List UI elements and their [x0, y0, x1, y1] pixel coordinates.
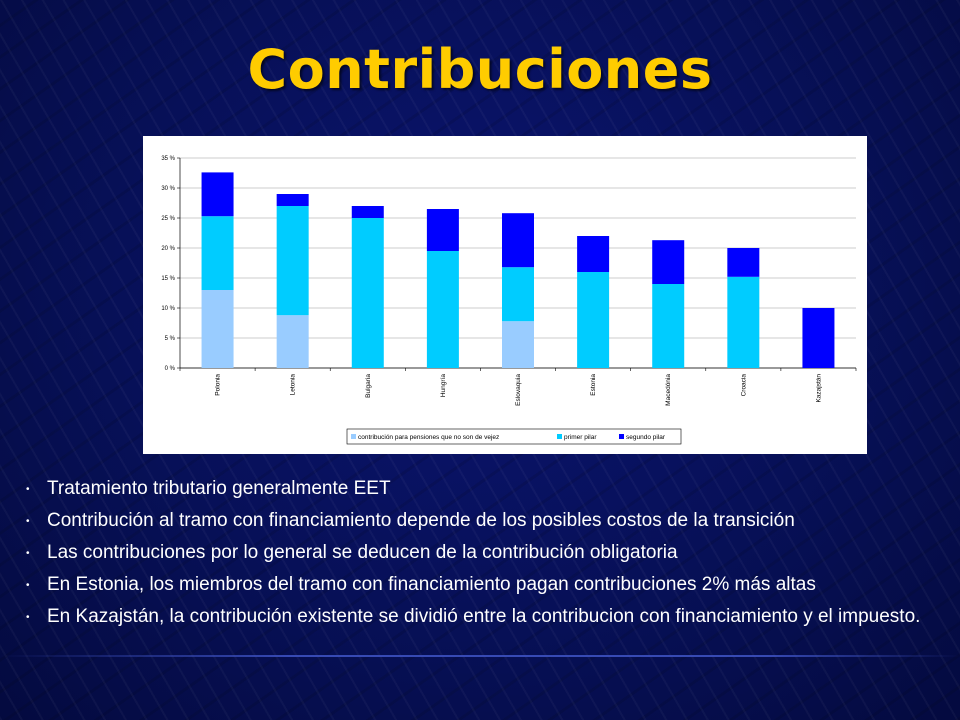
bar-segment: [426, 251, 459, 368]
bullet-item: • Las contribuciones por lo general se de…: [26, 542, 926, 563]
bullet-item: • En Estonia, los miembros del tramo con …: [26, 574, 926, 595]
chart-bars: [201, 172, 835, 368]
x-tick-label: Estonia: [590, 374, 597, 396]
x-tick-label: Polonia: [215, 374, 222, 396]
bar-segment: [426, 209, 459, 251]
bar-segment: [351, 218, 384, 368]
bar-segment: [802, 308, 835, 368]
chart-x-tick-labels: Polonia Letonia Bulgaria Hungría Eslovaquia E…: [215, 374, 823, 406]
bar-segment: [276, 194, 309, 206]
bar-segment: [502, 321, 534, 368]
bullet-icon: •: [26, 548, 30, 559]
x-tick-label: Macedónia: [665, 374, 672, 406]
y-tick-label: 20 %: [161, 246, 175, 252]
y-tick-label: 0 %: [165, 366, 176, 372]
legend-box: [346, 428, 682, 445]
bullet-text: Las contribuciones por lo general se ded…: [47, 542, 678, 563]
stacked-bar-chart: Polonia Letonia Bulgaria Hungría Eslovaquia E…: [161, 156, 857, 445]
x-tick-label: Eslovaquia: [515, 374, 522, 406]
bar-segment: [652, 240, 685, 284]
legend-label: primer pilar: [564, 434, 597, 441]
x-tick-label: Hungría: [440, 374, 447, 398]
bullet-text: En Kazajstán, la contribución existente …: [47, 606, 921, 627]
bullet-item: • Tratamiento tributario generalmente EET: [26, 478, 926, 499]
bullet-icon: •: [26, 612, 30, 623]
bullet-text: Tratamiento tributario generalmente EET: [47, 478, 391, 499]
bullet-icon: •: [26, 484, 30, 495]
bullet-item: • Contribución al tramo con financiamient…: [26, 510, 926, 531]
bar-segment: [276, 206, 309, 316]
legend-swatch: [557, 434, 562, 439]
bar-segment: [351, 206, 384, 218]
bar-segment: [502, 213, 534, 268]
legend-swatch: [351, 434, 356, 439]
slide-title: Contribuciones: [247, 38, 713, 101]
y-tick-label: 5 %: [165, 336, 176, 342]
chart-panel: Polonia Letonia Bulgaria Hungría Eslovaquia E…: [143, 136, 867, 454]
bullet-icon: •: [26, 580, 30, 591]
bar-segment: [201, 290, 234, 368]
y-tick-label: 15 %: [161, 276, 175, 282]
x-tick-label: Letonia: [290, 374, 297, 396]
decorative-divider: [0, 655, 960, 657]
x-tick-label: Croacia: [740, 374, 747, 397]
bar-segment: [727, 276, 760, 368]
legend-label: contribución para pensiones que no son d…: [358, 434, 499, 441]
legend-label: segundo pilar: [626, 434, 666, 441]
bar-segment: [577, 236, 610, 272]
bar-segment: [727, 248, 760, 277]
y-tick-label: 30 %: [161, 186, 175, 192]
chart-y-tick-labels: 0 % 5 % 10 % 15 % 20 % 25 % 30 % 35 %: [161, 156, 175, 372]
bullet-text: En Estonia, los miembros del tramo con f…: [47, 574, 816, 595]
bar-segment: [201, 216, 234, 290]
legend-swatch: [619, 434, 624, 439]
bar-segment: [502, 267, 534, 322]
bar-segment: [652, 284, 685, 368]
y-tick-label: 25 %: [161, 216, 175, 222]
bullet-text: Contribución al tramo con financiamiento…: [47, 510, 795, 531]
chart-legend: contribución para pensiones que no son d…: [346, 428, 682, 445]
y-tick-label: 35 %: [161, 156, 175, 162]
bar-segment: [201, 172, 234, 217]
x-tick-label: Bulgaria: [365, 374, 372, 398]
bullet-list: • Tratamiento tributario generalmente EET…: [26, 478, 926, 638]
y-tick-label: 10 %: [161, 306, 175, 312]
bar-segment: [276, 315, 309, 368]
bullet-item: • En Kazajstán, la contribución existente…: [26, 606, 926, 627]
bar-segment: [577, 272, 610, 368]
x-tick-label: Kazajstán: [815, 374, 822, 403]
bullet-icon: •: [26, 516, 30, 527]
